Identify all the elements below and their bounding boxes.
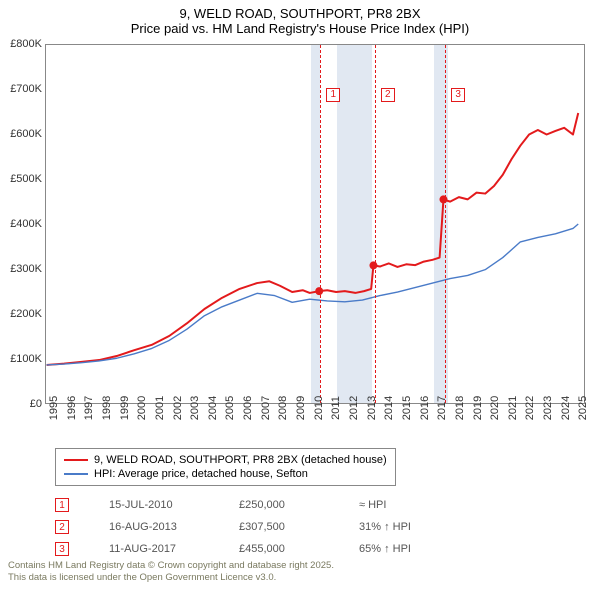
- x-tick-label: 2009: [295, 396, 307, 420]
- y-tick-label: £200K: [10, 308, 42, 320]
- sale-marker-2: 2: [55, 520, 69, 534]
- x-tick-label: 2021: [507, 396, 519, 420]
- x-tick-label: 1996: [66, 396, 78, 420]
- x-tick-label: 2015: [401, 396, 413, 420]
- chart-svg: [46, 45, 584, 403]
- x-tick-label: 2004: [207, 396, 219, 420]
- marker-box: 3: [451, 88, 465, 102]
- legend-label-2: HPI: Average price, detached house, Seft…: [94, 468, 308, 480]
- sale-price-2: £307,500: [239, 521, 319, 533]
- sale-marker-3: 3: [55, 542, 69, 556]
- legend-row-2: HPI: Average price, detached house, Seft…: [64, 467, 387, 481]
- legend-row-1: 9, WELD ROAD, SOUTHPORT, PR8 2BX (detach…: [64, 453, 387, 467]
- y-tick-label: £700K: [10, 83, 42, 95]
- x-tick-label: 2006: [242, 396, 254, 420]
- x-tick-label: 1999: [119, 396, 131, 420]
- x-tick-label: 2016: [419, 396, 431, 420]
- marker-line: [320, 45, 321, 403]
- legend-label-1: 9, WELD ROAD, SOUTHPORT, PR8 2BX (detach…: [94, 454, 387, 466]
- x-tick-label: 2002: [172, 396, 184, 420]
- sale-date-2: 16-AUG-2013: [109, 521, 199, 533]
- sale-date-3: 11-AUG-2017: [109, 543, 199, 555]
- y-tick-label: £600K: [10, 128, 42, 140]
- sale-price-1: £250,000: [239, 499, 319, 511]
- sale-vs-3: 65% ↑ HPI: [359, 543, 439, 555]
- footer-line-2: This data is licensed under the Open Gov…: [8, 572, 334, 584]
- legend-swatch-2: [64, 473, 88, 475]
- x-tick-label: 2010: [313, 396, 325, 420]
- marker-box: 1: [326, 88, 340, 102]
- x-tick-label: 2019: [472, 396, 484, 420]
- x-tick-label: 2025: [577, 396, 589, 420]
- y-tick-label: £400K: [10, 218, 42, 230]
- sale-row-2: 2 16-AUG-2013 £307,500 31% ↑ HPI: [55, 516, 439, 538]
- x-tick-label: 1997: [83, 396, 95, 420]
- x-tick-label: 2003: [189, 396, 201, 420]
- x-tick-label: 2000: [136, 396, 148, 420]
- marker-line: [375, 45, 376, 403]
- x-tick-label: 2017: [436, 396, 448, 420]
- x-tick-label: 2013: [366, 396, 378, 420]
- y-tick-label: £800K: [10, 38, 42, 50]
- y-tick-label: £100K: [10, 353, 42, 365]
- sale-point: [369, 261, 377, 269]
- marker-box: 2: [381, 88, 395, 102]
- x-tick-label: 2022: [524, 396, 536, 420]
- legend-swatch-1: [64, 459, 88, 461]
- footer-line-1: Contains HM Land Registry data © Crown c…: [8, 560, 334, 572]
- y-tick-label: £0: [30, 398, 42, 410]
- sale-row-1: 1 15-JUL-2010 £250,000 ≈ HPI: [55, 494, 439, 516]
- x-tick-label: 2020: [489, 396, 501, 420]
- y-tick-label: £300K: [10, 263, 42, 275]
- chart-plot-area: 1 2 3: [45, 44, 585, 404]
- series-line: [47, 224, 579, 365]
- sale-point: [439, 195, 447, 203]
- x-tick-label: 2024: [560, 396, 572, 420]
- sale-point: [315, 287, 323, 295]
- x-tick-label: 2023: [542, 396, 554, 420]
- sale-vs-1: ≈ HPI: [359, 499, 439, 511]
- sale-date-1: 15-JUL-2010: [109, 499, 199, 511]
- x-tick-label: 1998: [101, 396, 113, 420]
- x-tick-label: 1995: [48, 396, 60, 420]
- sale-vs-2: 31% ↑ HPI: [359, 521, 439, 533]
- legend: 9, WELD ROAD, SOUTHPORT, PR8 2BX (detach…: [55, 448, 396, 486]
- x-tick-label: 2005: [224, 396, 236, 420]
- x-tick-label: 2007: [260, 396, 272, 420]
- y-tick-label: £500K: [10, 173, 42, 185]
- marker-line: [445, 45, 446, 403]
- x-tick-label: 2018: [454, 396, 466, 420]
- sale-row-3: 3 11-AUG-2017 £455,000 65% ↑ HPI: [55, 538, 439, 560]
- sale-marker-1: 1: [55, 498, 69, 512]
- chart-title: 9, WELD ROAD, SOUTHPORT, PR8 2BX: [0, 0, 600, 21]
- x-tick-label: 2011: [330, 396, 342, 420]
- sales-table: 1 15-JUL-2010 £250,000 ≈ HPI 2 16-AUG-20…: [55, 494, 439, 560]
- series-line: [47, 113, 579, 365]
- chart-subtitle: Price paid vs. HM Land Registry's House …: [0, 21, 600, 40]
- x-tick-label: 2012: [348, 396, 360, 420]
- sale-price-3: £455,000: [239, 543, 319, 555]
- footer: Contains HM Land Registry data © Crown c…: [8, 560, 334, 584]
- x-tick-label: 2014: [383, 396, 395, 420]
- x-tick-label: 2001: [154, 396, 166, 420]
- x-tick-label: 2008: [277, 396, 289, 420]
